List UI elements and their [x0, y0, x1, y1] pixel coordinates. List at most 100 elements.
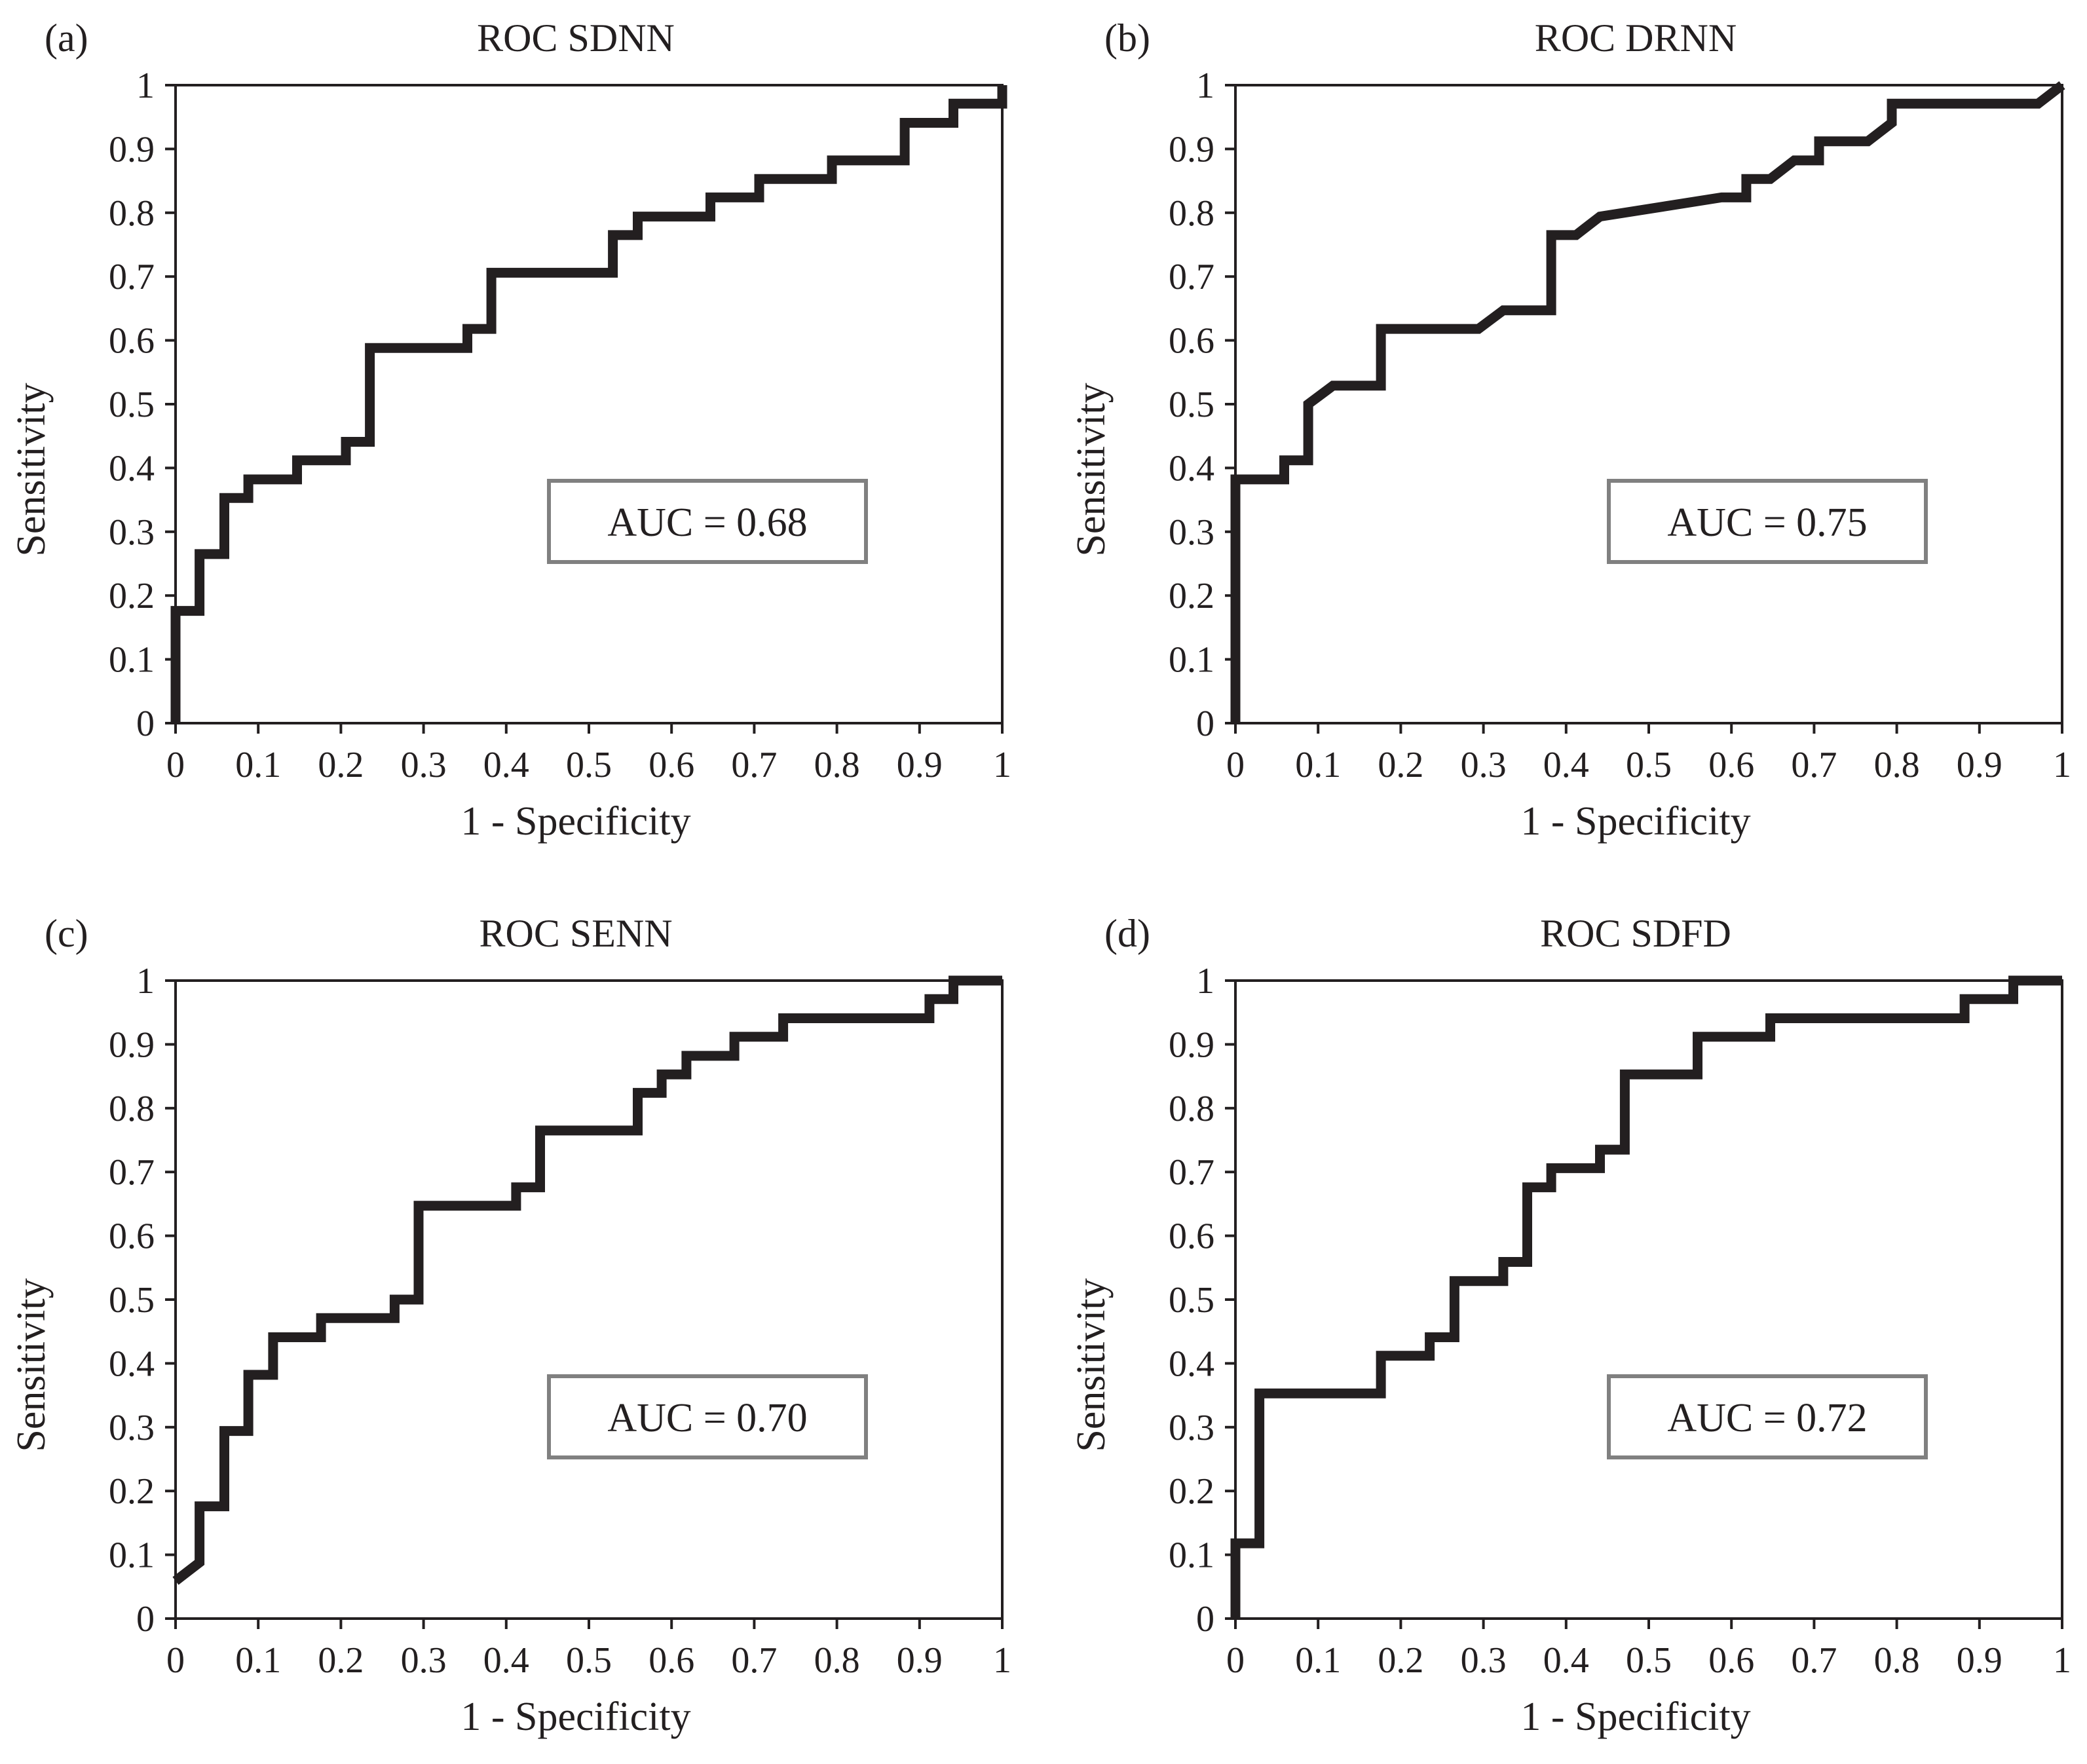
roc-curve-line: [170, 85, 1007, 723]
x-tick-label: 0.5: [566, 1640, 612, 1681]
x-tick-label: 0.8: [1874, 745, 1920, 785]
y-tick-label: 0.6: [109, 321, 155, 362]
x-tick-label: 1: [993, 745, 1011, 785]
x-tick-label: 0.2: [318, 745, 364, 785]
x-tick-label: 0.9: [1957, 745, 2002, 785]
x-tick-label: 0.9: [1957, 1640, 2002, 1681]
panel-label: (c): [45, 912, 88, 955]
x-axis-title: 1 - Specificity: [461, 1695, 690, 1739]
y-axis-title: Sensitivity: [9, 1278, 54, 1452]
y-tick-label: 0.4: [109, 448, 155, 489]
x-tick-label: 0.5: [566, 745, 612, 785]
y-tick-label: 0.3: [109, 512, 155, 553]
chart-title: ROC DRNN: [1535, 16, 1737, 60]
auc-box: [1607, 479, 1928, 564]
plot-frame: [1234, 84, 2063, 724]
x-tick-label: 0.9: [897, 1640, 943, 1681]
roc-curve-line: [1230, 975, 2062, 1619]
y-tick-label: 0.1: [109, 640, 155, 681]
y-tick-label: 0: [1196, 704, 1214, 744]
y-tick-label: 0: [1196, 1599, 1214, 1640]
y-tick-label: 0: [136, 1599, 155, 1640]
x-tick-label: 0.4: [1543, 1640, 1589, 1681]
panel-label: (b): [1104, 16, 1150, 60]
y-tick-label: 0.4: [1169, 1343, 1214, 1384]
y-tick-label: 0.2: [109, 576, 155, 616]
roc-panel-c: (c) ROC SENN 0 0.1 0.2 0.3 0.4 0.5 0.6 0.7 0.8 0.9 1…: [9, 912, 1011, 1739]
y-tick-label: 0.7: [109, 1152, 155, 1193]
x-tick-label: 0.1: [1295, 1640, 1341, 1681]
y-tick-label: 0.9: [109, 129, 155, 170]
auc-label: AUC = 0.70: [607, 1396, 807, 1440]
y-tick-label: 0.2: [109, 1471, 155, 1512]
chart-title: ROC SENN: [479, 912, 672, 955]
y-tick-label: 0: [136, 704, 155, 744]
x-tick-label: 0.3: [401, 1640, 447, 1681]
y-tick-label: 0.6: [109, 1216, 155, 1257]
x-tick-label: 0.6: [649, 1640, 694, 1681]
x-tick-label: 0.4: [1543, 745, 1589, 785]
x-tick-label: 0.4: [483, 1640, 529, 1681]
roc-panel-d: (d) ROC SDFD 0 0.1 0.2 0.3 0.4 0.5 0.6 0.7 0.8 0.9 1…: [1069, 912, 2071, 1739]
y-tick-label: 0.5: [1169, 1280, 1214, 1321]
panel-label: (d): [1104, 912, 1150, 955]
y-tick-label: 1: [1196, 961, 1214, 1002]
x-axis-title: 1 - Specificity: [1520, 1695, 1750, 1739]
auc-label: AUC = 0.72: [1667, 1396, 1867, 1440]
x-tick-label: 0.2: [1378, 745, 1423, 785]
plot-frame: [174, 84, 1004, 724]
chart-title: ROC SDFD: [1540, 912, 1731, 955]
y-tick-label: 0.4: [109, 1343, 155, 1384]
x-tick-label: 0.8: [814, 1640, 860, 1681]
y-tick-label: 0.5: [109, 1280, 155, 1321]
x-tick-label: 0.8: [814, 745, 860, 785]
x-tick-label: 0.5: [1626, 1640, 1672, 1681]
y-tick-label: 0.9: [109, 1024, 155, 1065]
roc-panel-a: (a) ROC SDNN 0 0.1 0.2 0.3 0.4 0.5 0.6 0.7 0.8 0.9 1…: [9, 16, 1011, 844]
roc-curve-line: [172, 975, 1002, 1585]
x-tick-label: 0: [1226, 1640, 1245, 1681]
x-tick-label: 1: [993, 1640, 1011, 1681]
auc-label: AUC = 0.68: [607, 500, 807, 545]
y-tick-label: 0.8: [1169, 193, 1214, 234]
y-tick-label: 1: [1196, 66, 1214, 106]
y-tick-label: 0.8: [109, 1089, 155, 1129]
y-tick-label: 0.4: [1169, 448, 1214, 489]
y-tick-label: 1: [136, 66, 155, 106]
x-tick-label: 1: [2053, 1640, 2071, 1681]
y-tick-label: 0.9: [1169, 1024, 1214, 1065]
y-tick-label: 0.2: [1169, 1471, 1214, 1512]
x-tick-label: 0.3: [1461, 745, 1507, 785]
panel-label: (a): [45, 16, 88, 60]
auc-label: AUC = 0.75: [1667, 500, 1867, 545]
x-tick-label: 0.1: [235, 745, 281, 785]
y-axis-title: Sensitivity: [9, 383, 54, 556]
x-tick-label: 0.3: [1461, 1640, 1507, 1681]
auc-box: [547, 1374, 868, 1459]
roc-curve-line: [1230, 81, 2065, 723]
x-tick-label: 0.4: [483, 745, 529, 785]
y-tick-label: 0.7: [1169, 1152, 1214, 1193]
y-tick-label: 0.5: [109, 385, 155, 425]
x-tick-label: 0.5: [1626, 745, 1672, 785]
x-tick-label: 0.6: [1708, 745, 1754, 785]
y-axis-title: Sensitivity: [1069, 383, 1114, 556]
x-tick-label: 0.6: [1708, 1640, 1754, 1681]
x-tick-label: 0.8: [1874, 1640, 1920, 1681]
y-tick-label: 0.9: [1169, 129, 1214, 170]
x-tick-label: 0.2: [1378, 1640, 1423, 1681]
y-axis-title: Sensitivity: [1069, 1278, 1114, 1452]
y-tick-label: 0.8: [1169, 1089, 1214, 1129]
y-tick-label: 0.8: [109, 193, 155, 234]
x-tick-label: 0.7: [1791, 745, 1837, 785]
y-tick-label: 0.1: [1169, 1535, 1214, 1576]
y-tick-label: 0.7: [1169, 257, 1214, 297]
x-axis-title: 1 - Specificity: [1520, 799, 1750, 844]
y-tick-label: 0.1: [109, 1535, 155, 1576]
y-tick-label: 0.2: [1169, 576, 1214, 616]
y-tick-label: 0.1: [1169, 640, 1214, 681]
y-tick-label: 0.3: [1169, 1408, 1214, 1448]
x-tick-label: 0: [166, 1640, 185, 1681]
auc-box: [547, 479, 868, 564]
